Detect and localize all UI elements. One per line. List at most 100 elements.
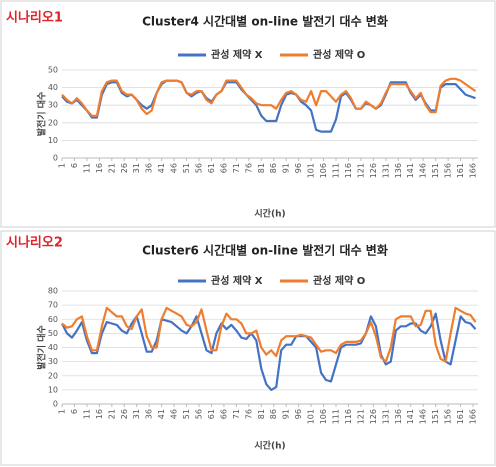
y-tick-label: 20	[48, 371, 58, 380]
x-tick-label: 116	[344, 409, 353, 424]
x-tick-label: 61	[207, 409, 216, 419]
x-tick-label: 106	[319, 163, 328, 178]
x-tick-label: 161	[456, 163, 465, 178]
x-tick-label: 31	[132, 163, 141, 173]
legend-label: 관성 제약 X	[211, 274, 263, 287]
x-tick-label: 21	[107, 409, 116, 419]
x-tick-label: 61	[207, 163, 216, 173]
x-tick-label: 106	[319, 409, 328, 424]
x-tick-label: 161	[456, 409, 465, 424]
x-tick-label: 156	[444, 409, 453, 424]
x-tick-label: 26	[120, 163, 129, 173]
x-tick-label: 76	[244, 163, 253, 173]
x-tick-label: 96	[294, 409, 303, 419]
series-line	[61, 77, 477, 117]
x-tick-label: 141	[406, 409, 415, 424]
x-axis-title: 시간(h)	[254, 208, 285, 220]
y-tick-label: 10	[48, 136, 58, 145]
x-tick-label: 86	[269, 163, 278, 173]
y-tick-label: 70	[48, 301, 58, 310]
scenario-label: 시나리오1	[6, 10, 63, 26]
y-tick-label: 60	[48, 315, 58, 324]
x-tick-label: 36	[145, 163, 154, 173]
x-tick-label: 116	[344, 163, 353, 178]
x-tick-label: 36	[145, 409, 154, 419]
x-tick-label: 111	[332, 409, 341, 424]
y-tick-label: 40	[48, 343, 58, 352]
x-tick-label: 121	[356, 409, 365, 424]
x-tick-label: 146	[419, 409, 428, 424]
x-axis-title: 시간(h)	[254, 440, 285, 452]
x-tick-label: 141	[406, 163, 415, 178]
x-tick-label: 166	[469, 409, 478, 424]
x-tick-label: 121	[356, 163, 365, 178]
y-tick-label: 80	[48, 287, 58, 296]
panel	[0, 230, 496, 466]
y-tick-label: 40	[48, 83, 58, 92]
y-axis-title: 발전기 대수	[36, 325, 48, 370]
x-tick-label: 41	[157, 163, 166, 173]
y-tick-label: 10	[48, 385, 58, 394]
scenario-label: 시나리오2	[6, 235, 63, 251]
x-tick-label: 91	[282, 163, 291, 173]
panel	[0, 0, 496, 228]
y-axis-title: 발전기 대수	[36, 92, 48, 137]
x-tick-label: 16	[95, 409, 104, 419]
x-tick-label: 151	[431, 163, 440, 178]
y-tick-label: 0	[53, 400, 58, 409]
x-tick-label: 136	[394, 409, 403, 424]
chart-title: Cluster6 시간대별 on-line 발전기 대수 변화	[142, 243, 388, 258]
x-tick-label: 126	[369, 409, 378, 424]
x-tick-label: 136	[394, 163, 403, 178]
x-tick-label: 66	[219, 163, 228, 173]
x-tick-label: 31	[132, 409, 141, 419]
y-tick-label: 20	[48, 118, 58, 127]
chart-title: Cluster4 시간대별 on-line 발전기 대수 변화	[142, 14, 388, 29]
x-tick-label: 1	[58, 409, 67, 414]
x-tick-label: 131	[381, 409, 390, 424]
x-tick-label: 66	[219, 409, 228, 419]
x-tick-label: 51	[182, 163, 191, 173]
x-tick-label: 71	[232, 409, 241, 419]
x-tick-label: 81	[257, 409, 266, 419]
x-tick-label: 56	[195, 163, 204, 173]
x-tick-label: 101	[307, 163, 316, 178]
x-tick-label: 6	[70, 409, 79, 414]
legend-label: 관성 제약 O	[313, 48, 365, 61]
x-tick-label: 111	[332, 163, 341, 178]
x-tick-label: 81	[257, 163, 266, 173]
x-tick-label: 166	[469, 163, 478, 178]
x-tick-label: 26	[120, 409, 129, 419]
x-tick-label: 156	[444, 163, 453, 178]
x-tick-label: 96	[294, 163, 303, 173]
x-tick-label: 21	[107, 163, 116, 173]
legend-label: 관성 제약 O	[313, 274, 365, 287]
x-tick-label: 46	[170, 409, 179, 419]
x-tick-label: 41	[157, 409, 166, 419]
x-tick-label: 11	[82, 409, 91, 419]
x-tick-label: 1	[58, 163, 67, 168]
x-tick-label: 146	[419, 163, 428, 178]
x-tick-label: 101	[307, 409, 316, 424]
x-tick-label: 126	[369, 163, 378, 178]
x-tick-label: 76	[244, 409, 253, 419]
y-tick-label: 0	[53, 154, 58, 163]
x-tick-label: 86	[269, 409, 278, 419]
y-tick-label: 30	[48, 101, 58, 110]
x-tick-label: 131	[381, 163, 390, 178]
series-line	[61, 312, 477, 391]
y-tick-label: 50	[48, 66, 58, 75]
x-tick-label: 6	[70, 163, 79, 168]
x-tick-label: 51	[182, 409, 191, 419]
legend-label: 관성 제약 X	[211, 48, 263, 61]
y-tick-label: 50	[48, 329, 58, 338]
x-tick-label: 91	[282, 409, 291, 419]
series-line	[61, 306, 477, 363]
x-tick-label: 11	[82, 163, 91, 173]
x-tick-label: 46	[170, 163, 179, 173]
x-tick-label: 151	[431, 409, 440, 424]
x-tick-label: 16	[95, 163, 104, 173]
x-tick-label: 71	[232, 163, 241, 173]
y-tick-label: 30	[48, 357, 58, 366]
